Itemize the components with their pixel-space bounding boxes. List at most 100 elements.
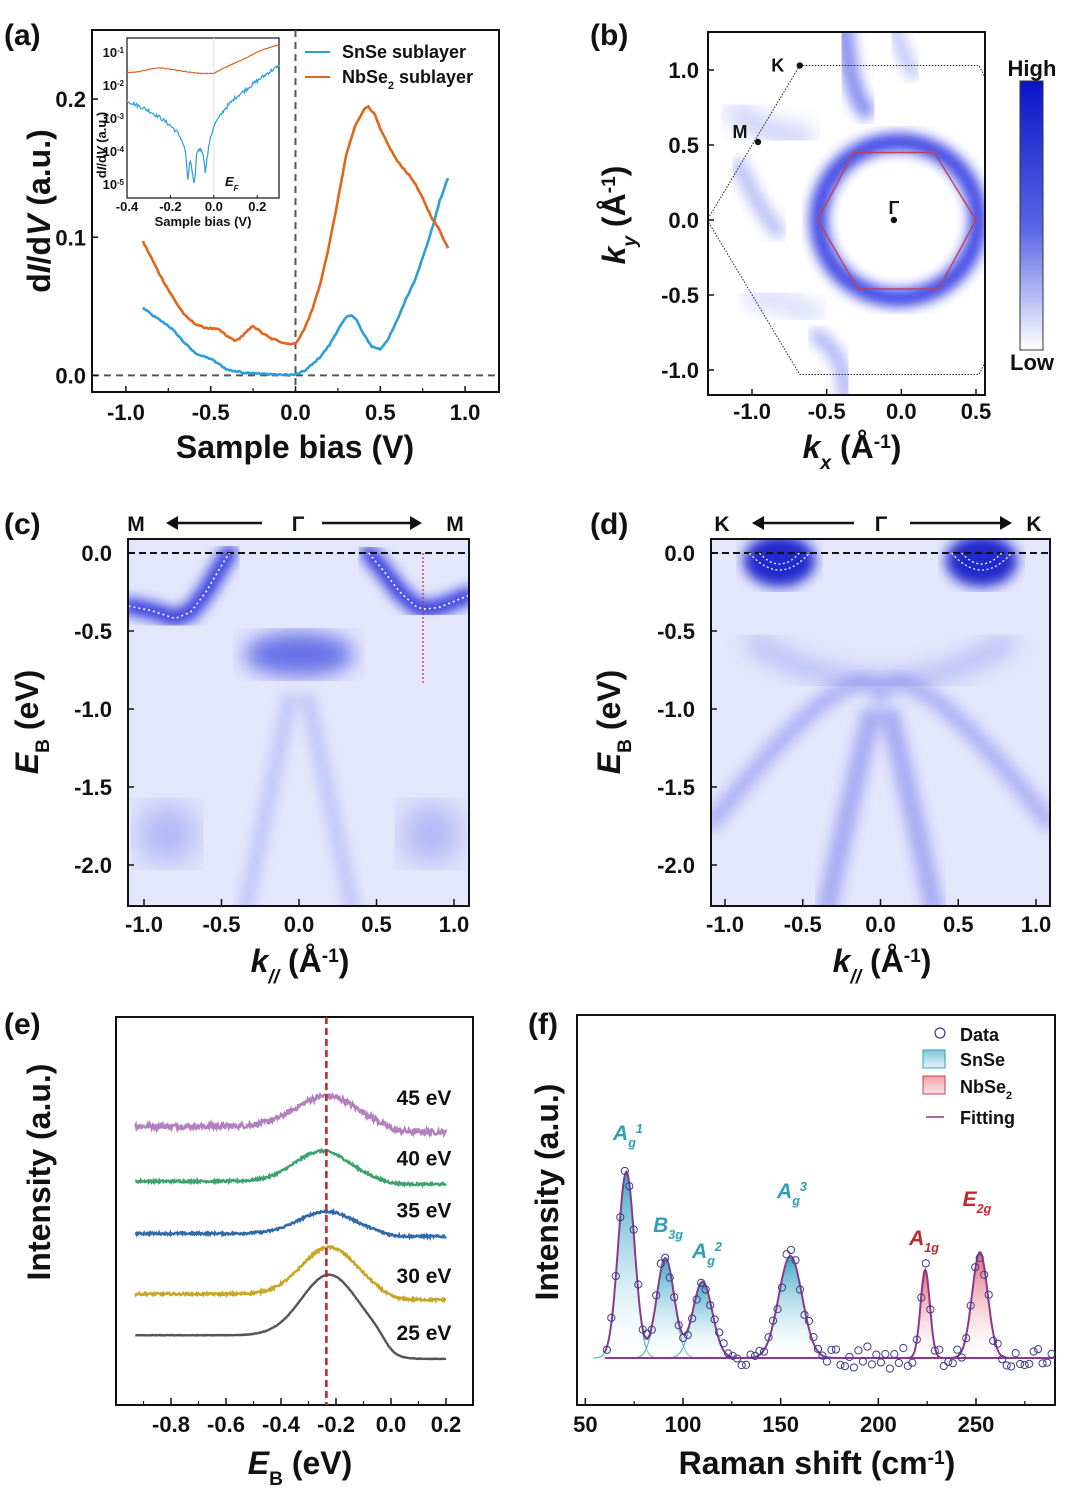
data-point — [894, 1358, 903, 1368]
series-line-snse — [141, 177, 450, 377]
data-point — [715, 1328, 724, 1337]
intensity-arc-left-lower — [743, 286, 825, 326]
peak-label-2: Ag2 — [691, 1240, 722, 1268]
data-point — [620, 1166, 629, 1176]
peak-label-3: Ag3 — [776, 1180, 807, 1208]
y-tick-label: 0.0 — [81, 541, 112, 566]
fermi-pocket-hexagon — [816, 151, 977, 290]
path-label-right: K — [1026, 513, 1041, 536]
x-tick-label: 0.5 — [943, 912, 974, 937]
pocket-fit-inner-0 — [758, 552, 800, 565]
inset-x-tick-label: -0.4 — [116, 199, 139, 214]
data-point — [827, 1345, 836, 1354]
data-point — [1011, 1349, 1020, 1358]
arrow-left-head — [752, 516, 764, 530]
x-tick-label: 1.0 — [439, 912, 470, 937]
data-point — [634, 1280, 643, 1289]
x-tick-label: -1.0 — [733, 399, 771, 424]
data-point — [1007, 1362, 1016, 1371]
panel-d-arpes-K-Gamma-K: -1.0 -0.5 0.0 0.5 1.0 0.0 -0.5 -1.0 -1.5 -2.0 K Γ… — [591, 513, 1051, 988]
x-tick-label: -0.2 — [317, 1412, 355, 1437]
inset-series-nbse2 — [126, 44, 280, 75]
arrow-right-head — [1000, 516, 1012, 530]
x-tick-label: 50 — [573, 1412, 597, 1437]
y-tick-label: -1.5 — [74, 775, 112, 800]
x-tick-label: -0.6 — [207, 1412, 245, 1437]
panel-d-intensity-map — [711, 539, 1050, 906]
x-tick-label: 1.0 — [450, 400, 481, 425]
data-point — [975, 1253, 984, 1263]
data-point — [1043, 1358, 1052, 1367]
panel-f-ticks: 50 100 150 200 250 — [573, 1398, 1026, 1437]
data-point — [858, 1357, 868, 1366]
data-point — [791, 1256, 800, 1265]
point-gamma-dot — [890, 216, 898, 224]
panel-b-background — [708, 32, 985, 395]
x-tick-label: 0.2 — [431, 1412, 462, 1437]
data-point — [1020, 1360, 1029, 1370]
panel-f-fitting — [603, 1170, 1055, 1359]
data-point — [831, 1345, 841, 1354]
panel-a-dIdV-chart: -1.0 -0.5 0.0 0.5 1.0 0.0 0.1 0.2 Sample bias (… — [21, 29, 500, 465]
data-point — [692, 1295, 701, 1304]
panel-a-ylabel: dI/dV (a.u.) — [21, 129, 57, 293]
band-fit-dotted-0 — [128, 552, 230, 620]
data-point — [719, 1339, 728, 1348]
data-point — [638, 1325, 647, 1334]
panel-b-ylabel: ky (Å-1) — [596, 166, 641, 265]
data-point — [607, 1313, 616, 1322]
panel-b-frame — [707, 31, 986, 396]
x-tick-label: -0.5 — [203, 912, 241, 937]
x-tick-label: 250 — [958, 1412, 995, 1437]
path-label-center: Γ — [292, 513, 305, 536]
data-point — [872, 1350, 881, 1359]
point-label-m: M — [732, 122, 747, 142]
x-tick-label: 0.5 — [365, 400, 396, 425]
x-tick-label: -1.0 — [125, 912, 163, 937]
series-line-nbse2 — [141, 105, 450, 346]
inset-annotation-ef: EF — [225, 174, 239, 193]
data-point — [741, 1360, 751, 1369]
peak-label-1: B3g — [653, 1214, 683, 1242]
panel-c-ylabel: EB (eV) — [9, 670, 54, 775]
y-tick-label: 0.0 — [668, 208, 699, 233]
brillouin-zone-boundary — [708, 65, 985, 375]
data-point — [921, 1259, 930, 1268]
panel-a-series — [141, 105, 450, 377]
point-m-dot — [754, 138, 762, 146]
panel-e-ylabel: Intensity (a.u.) — [21, 1064, 57, 1281]
inset-series — [126, 38, 280, 198]
x-tick-label: -1.0 — [107, 400, 145, 425]
panel-label-a: (a) — [4, 19, 41, 52]
y-tick-label: 0.2 — [55, 87, 86, 112]
inset-y-tick-label: 10-4 — [103, 144, 125, 159]
y-tick-label: -2.0 — [74, 853, 112, 878]
data-point — [917, 1293, 926, 1302]
data-point — [840, 1362, 850, 1371]
panel-f-frame — [576, 1014, 1056, 1406]
inset-y-tick-label: 10-1 — [103, 45, 125, 60]
intensity-arc-left-upper — [722, 98, 813, 149]
panel-d-ylabel: EB (eV) — [591, 670, 636, 775]
panel-e-series — [134, 1091, 448, 1361]
panel-c-ticks: -1.0 -0.5 0.0 0.5 1.0 0.0 -0.5 -1.0 -1.5 -2.0 — [74, 541, 469, 937]
y-tick-label: -1.0 — [657, 697, 695, 722]
point-label-k: K — [771, 56, 784, 76]
peak-fill-4 — [906, 1269, 944, 1358]
data-point — [616, 1213, 625, 1222]
peak-label-0: Ag1 — [612, 1122, 643, 1150]
x-tick-label: -0.4 — [262, 1412, 301, 1437]
x-tick-label: 200 — [860, 1412, 897, 1437]
panel-a-reference-lines — [92, 30, 499, 392]
panel-b-ticks: -1.0 -0.5 0.0 0.5 1.0 0.5 0.0 -0.5 -1.0 — [661, 58, 991, 424]
pocket-fit-outer-0 — [748, 552, 810, 571]
data-point — [962, 1334, 971, 1343]
data-point — [881, 1349, 890, 1359]
data-point — [647, 1325, 656, 1334]
edc-series-25-eV — [135, 1273, 447, 1361]
x-tick-label: -0.5 — [784, 912, 822, 937]
data-point — [908, 1358, 917, 1367]
data-point — [804, 1316, 814, 1326]
legend-label-snse: SnSe sublayer — [342, 42, 466, 62]
edc-series-35-eV — [134, 1207, 447, 1241]
